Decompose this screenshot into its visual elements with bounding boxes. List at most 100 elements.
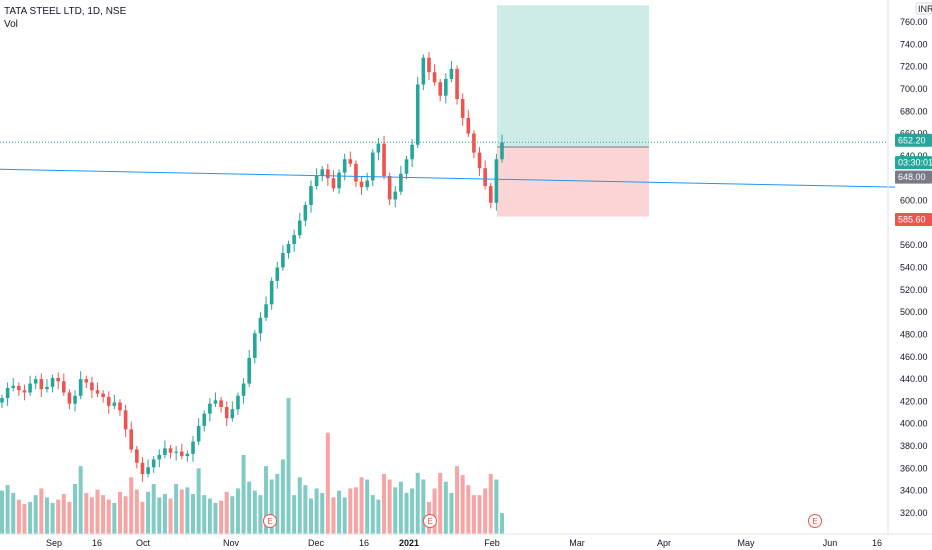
volume-bar: [0, 490, 4, 534]
svg-text:652.20: 652.20: [898, 135, 926, 145]
price-axis[interactable]: 760.00 740.00 720.00 700.00 680.00 660.00 640.…: [900, 17, 928, 518]
svg-text:INR: INR: [918, 4, 932, 14]
candle-body: [45, 386, 49, 390]
candle-body: [174, 451, 178, 453]
candle-body: [163, 448, 167, 455]
volume-bar: [101, 495, 106, 534]
candle-body: [5, 388, 10, 399]
candle-body: [56, 377, 60, 382]
candle-body: [253, 333, 257, 358]
volume-bar: [415, 472, 420, 534]
currency-label[interactable]: INR: [915, 2, 932, 15]
candle-body: [354, 163, 358, 182]
price-tick-label: 340.00: [900, 486, 928, 496]
volume-bar: [337, 490, 342, 534]
price-tick-label: 560.00: [900, 240, 928, 250]
volume-bar: [241, 454, 246, 534]
candle-body: [151, 459, 156, 468]
volume-bar: [483, 488, 488, 534]
svg-text:E: E: [267, 517, 272, 526]
candle-body: [410, 144, 414, 160]
candle-body: [123, 410, 128, 430]
time-tick-label: Jun: [823, 538, 838, 548]
countdown-badge: 03:30:01: [895, 156, 932, 170]
volume-bar: [443, 481, 448, 534]
target-zone[interactable]: [497, 5, 649, 147]
volume-bar: [44, 497, 49, 534]
candle-body: [455, 68, 459, 99]
candle-body: [466, 117, 471, 134]
earnings-event-icon[interactable]: E: [808, 514, 822, 528]
candle-body: [73, 395, 77, 404]
candle-body: [460, 98, 465, 118]
candle-body: [393, 191, 398, 200]
candle-body: [135, 449, 139, 463]
volume-bar: [123, 496, 128, 534]
volume-bar: [387, 479, 392, 534]
candle-body: [33, 379, 38, 384]
time-tick-label: Nov: [223, 538, 240, 548]
candle-body: [376, 143, 381, 153]
candle-body: [179, 451, 184, 457]
volume-bar: [196, 468, 201, 534]
svg-text:E: E: [427, 517, 432, 526]
volume-bar: [438, 472, 443, 534]
volume-bar: [275, 473, 280, 534]
time-tick-label: 16: [92, 538, 102, 548]
candle-body: [387, 175, 392, 200]
volume-bar: [292, 495, 297, 534]
candle-body: [303, 205, 308, 221]
earnings-event-icon[interactable]: E: [423, 514, 437, 528]
volume-bar: [50, 502, 55, 534]
volume-bar: [22, 504, 27, 534]
price-tick-label: 320.00: [900, 508, 928, 518]
volume-bar: [191, 494, 196, 534]
volume-bar: [56, 499, 61, 534]
candle-body: [483, 168, 487, 187]
volume-bar: [95, 489, 100, 534]
volume-bar: [494, 479, 499, 534]
candle-body: [264, 304, 268, 318]
volume-bar: [258, 495, 263, 534]
earnings-event-icon[interactable]: E: [263, 514, 277, 528]
volume-bar: [449, 492, 454, 534]
volume-bar: [106, 499, 111, 534]
volume-bar: [269, 479, 274, 534]
candle-body: [444, 78, 448, 96]
volume-bar: [78, 466, 83, 534]
volume-bar: [421, 479, 426, 534]
volume-bar: [179, 489, 184, 534]
volume-bar: [146, 491, 151, 534]
price-tick-label: 480.00: [900, 329, 928, 339]
candle-body: [196, 425, 201, 442]
volume-bar: [168, 498, 173, 534]
volume-bar: [376, 499, 381, 534]
trend-line[interactable]: [0, 168, 896, 188]
volume-bar: [370, 495, 375, 534]
candle-body: [17, 385, 21, 391]
price-tick-label: 640.00: [900, 151, 928, 161]
candle-body: [477, 152, 482, 169]
price-tick-label: 720.00: [900, 62, 928, 72]
candle-body: [146, 467, 150, 474]
volume-bar: [297, 477, 302, 534]
candle-body: [281, 252, 285, 268]
candle-body: [449, 68, 454, 79]
volume-bar: [308, 498, 313, 534]
candle-body: [67, 392, 72, 404]
candle-body: [90, 382, 94, 391]
price-tick-label: 660.00: [900, 129, 928, 139]
volume-bar: [410, 488, 415, 534]
price-tick-label: 760.00: [900, 17, 928, 27]
time-axis[interactable]: Sep 16 Oct Nov Dec 16 2021 Feb Mar Apr May Jun 16: [46, 538, 882, 548]
price-tick-label: 440.00: [900, 374, 928, 384]
candle-body: [314, 175, 319, 187]
stop-price-badge: 585.60: [895, 213, 932, 227]
candle-body: [106, 396, 111, 406]
candle-body: [191, 441, 195, 454]
volume-bar: [39, 488, 44, 534]
candle-body: [427, 57, 431, 73]
svg-text:648.00: 648.00: [898, 172, 926, 182]
candle-body: [432, 72, 437, 83]
